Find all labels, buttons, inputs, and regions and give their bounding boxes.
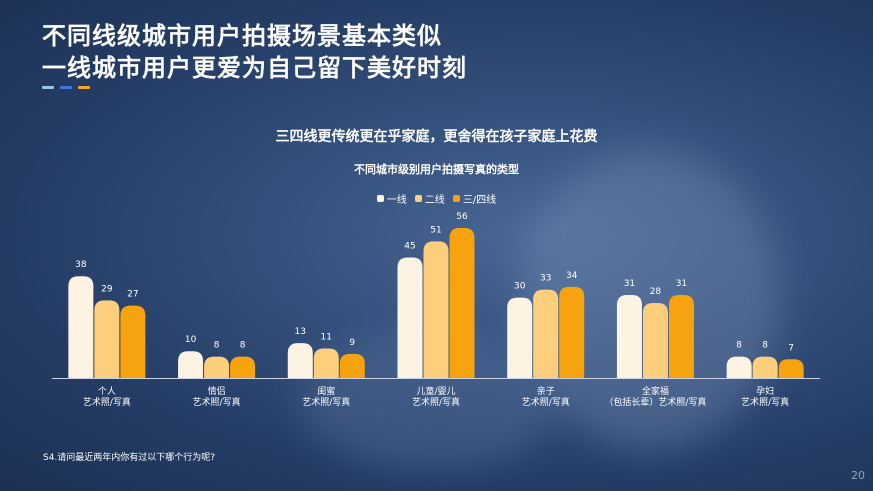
legend-swatch-tier2 [414,195,422,202]
data-label: 8 [762,341,768,351]
data-label: 10 [185,335,197,345]
x-tick-label: 闺蜜 [317,385,335,397]
title-accent-bar [42,86,90,89]
footnote: S4.请问最近两年内你有过以下哪个行为呢? [43,453,216,463]
bar [642,303,668,378]
legend-swatch-tier1 [376,195,384,202]
bar [668,294,694,378]
data-label: 38 [75,260,87,270]
data-label: 8 [736,341,742,351]
data-label: 33 [540,274,551,284]
accent-segment-1 [42,86,54,89]
page-title-line2: 一线城市用户更爱为自己留下美好时刻 [42,54,467,82]
bar [559,286,585,378]
bar [752,356,778,378]
chart-legend: 一线 二线 三/四线 [0,191,873,206]
x-tick-label: 艺术照/写真 [83,396,131,408]
bar [778,359,804,378]
bar [507,297,533,378]
x-tick-label: 个人 [98,386,116,397]
data-label: 29 [101,284,113,294]
data-label: 31 [624,279,635,289]
accent-segment-3 [78,86,90,89]
x-tick-label: 艺术照/写真 [522,396,570,408]
accent-segment-2 [60,86,72,89]
data-label: 34 [566,271,578,281]
data-label: 13 [295,327,306,337]
bar [204,356,230,378]
x-tick-label: 全家福 [642,385,669,397]
bar [230,356,256,378]
bar [287,343,313,378]
data-label: 45 [404,241,415,251]
bar [616,294,642,378]
data-label: 28 [650,287,662,297]
data-label: 8 [214,341,220,351]
bar [726,356,752,378]
data-label: 11 [321,333,332,343]
data-label: 7 [788,343,794,353]
bar [339,353,365,378]
x-tick-label: 情侣 [208,385,226,397]
chart-title: 不同城市级别用户拍摄写真的类型 [354,163,519,176]
data-label: 56 [456,212,468,222]
bar [68,276,94,378]
page-number: 20 [851,469,865,482]
data-label: 27 [127,290,138,300]
x-tick-label: 艺术照/写真 [741,396,789,408]
legend-label-tier1: 一线 [386,195,407,206]
legend-item-tier2: 二线 [414,191,445,206]
x-tick-label: 艺术照/写真 [302,396,350,408]
legend-label-tier2: 二线 [424,195,445,206]
x-tick-label: （包括长辈）艺术照/写真 [604,396,706,408]
subtitle: 三四线更传统更在乎家庭，更舍得在孩子家庭上花费 [275,129,598,145]
bar [120,305,146,378]
data-label: 9 [349,338,355,348]
x-tick-label: 艺术照/写真 [193,396,241,408]
legend-item-tier1: 一线 [376,191,407,206]
bar [397,257,423,378]
data-label: 31 [676,279,687,289]
bar [533,289,559,378]
legend-swatch-tier3-4 [452,195,460,202]
page-title: 不同线级城市用户拍摄场景基本类似 一线城市用户更爱为自己留下美好时刻 [42,20,467,84]
bar [94,300,120,378]
data-label: 30 [514,282,526,292]
data-label: 51 [430,225,441,235]
x-tick-label: 亲子 [537,385,555,397]
data-label: 8 [240,341,246,351]
page-title-line1: 不同线级城市用户拍摄场景基本类似 [42,22,442,50]
legend-label-tier3-4: 三/四线 [462,195,497,206]
legend-item-tier3-4: 三/四线 [452,191,497,206]
x-tick-label: 儿童/婴儿 [416,385,455,397]
x-tick-label: 孕妇 [756,385,774,397]
bar [313,348,339,378]
bar [423,241,449,378]
x-tick-label: 艺术照/写真 [412,396,460,408]
bar [449,228,475,378]
bar [178,351,204,378]
